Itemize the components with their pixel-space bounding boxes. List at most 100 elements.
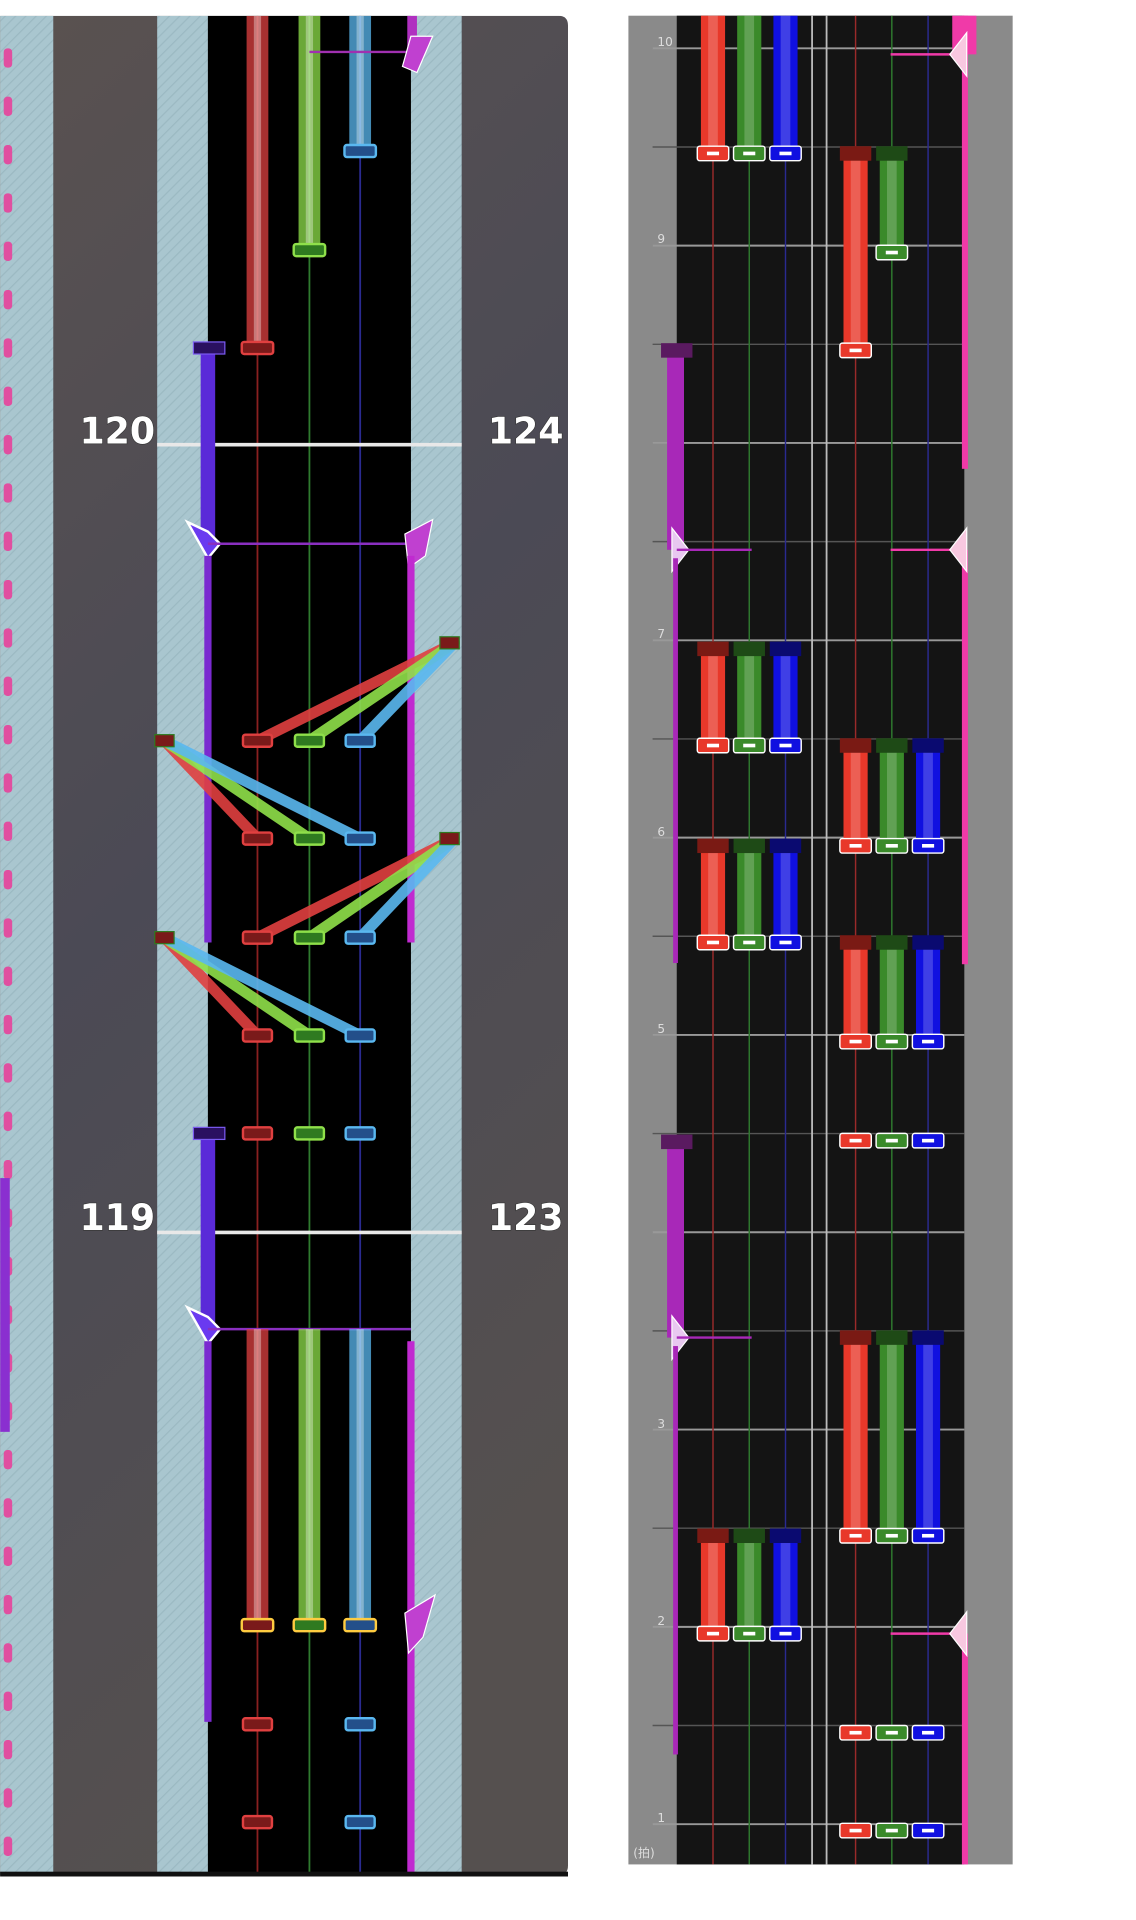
wall	[961, 15, 968, 469]
tap-mark	[922, 1533, 935, 1538]
hold-core	[708, 648, 718, 746]
hold-head	[912, 1330, 944, 1345]
tap-note	[241, 1028, 274, 1043]
lane-marker	[3, 1063, 13, 1083]
hold-core	[886, 942, 897, 1042]
hold-body	[246, 15, 269, 348]
lane-marker	[3, 966, 13, 986]
slide	[158, 932, 366, 1041]
beat-label: 7	[657, 627, 665, 641]
hold-body	[773, 845, 798, 943]
hold-head	[912, 738, 944, 753]
hold-core	[850, 1337, 861, 1536]
tap-mark	[849, 348, 862, 353]
wall	[673, 558, 678, 964]
tap-note	[344, 1717, 376, 1732]
hold-head	[733, 1528, 765, 1544]
hold-body	[773, 15, 798, 154]
tap-mark	[922, 1039, 935, 1044]
wall-head	[192, 1126, 226, 1141]
wall-arrow	[404, 1593, 437, 1655]
hold-body	[700, 845, 726, 943]
hold-core	[886, 1337, 897, 1536]
hold-head	[733, 641, 765, 657]
lane-marker	[3, 579, 13, 600]
lane-marker	[3, 869, 13, 890]
tap-note	[241, 1717, 274, 1732]
hold-head	[876, 1330, 908, 1345]
slide	[158, 735, 366, 845]
lane-marker	[3, 821, 13, 841]
wall-arrow	[401, 35, 434, 74]
tap-mark	[743, 940, 756, 945]
hold-head	[697, 1528, 729, 1544]
hold-core	[305, 15, 314, 251]
hold-body	[915, 745, 941, 846]
hold-body	[843, 942, 868, 1042]
slide-start	[154, 734, 175, 748]
lane-marker	[3, 96, 13, 116]
hold-body	[843, 1337, 868, 1536]
side-wall	[0, 1178, 10, 1432]
lane-marker	[3, 1788, 13, 1808]
lane-marker	[3, 1643, 13, 1663]
lane-marker	[3, 144, 13, 165]
tap-note	[344, 733, 376, 748]
lane-marker	[3, 1014, 13, 1035]
wall	[673, 1346, 678, 1755]
slide-start	[439, 636, 460, 650]
lane-marker	[3, 1159, 13, 1180]
hold-core	[356, 15, 364, 152]
beat-label: 9	[657, 232, 665, 246]
lane-marker	[3, 531, 13, 551]
hold-head	[912, 935, 944, 950]
hold-core	[780, 15, 791, 154]
lane-marker	[3, 1449, 13, 1470]
wall-arrow	[949, 30, 968, 78]
notes	[0, 15, 460, 1873]
hold-body	[349, 1329, 372, 1626]
tap-mark	[849, 1730, 862, 1735]
hold-head	[769, 641, 802, 657]
hold-head	[769, 1528, 802, 1544]
hold-core	[744, 15, 755, 154]
hold-body	[773, 648, 798, 746]
hold-body	[879, 153, 904, 253]
tap-note	[241, 930, 274, 945]
hold-core	[923, 1337, 933, 1536]
hold-head	[839, 1330, 872, 1345]
hold-body	[879, 745, 904, 846]
lane-marker	[3, 386, 13, 406]
beat-label: 10	[657, 35, 672, 49]
hold-core	[708, 15, 718, 154]
tap-note	[241, 733, 274, 748]
hold-head	[876, 146, 908, 161]
tap-note	[293, 733, 326, 748]
editor-view: 10 9 7 6 5 3 2 1 (拍)	[628, 15, 1013, 1865]
hold-end	[292, 242, 327, 258]
hold-head	[876, 935, 908, 950]
tap-note	[344, 930, 376, 945]
tap-mark	[779, 940, 792, 945]
hold-end	[292, 1617, 327, 1633]
hold-core	[780, 648, 791, 746]
tap-mark	[706, 151, 720, 156]
hold-body	[700, 15, 726, 154]
slide	[303, 637, 460, 747]
lane-marker	[3, 48, 13, 68]
tap-mark	[849, 844, 862, 848]
hold-core	[886, 153, 897, 253]
hold-head	[769, 838, 802, 854]
tap-mark	[885, 1828, 898, 1833]
hold-body	[879, 942, 904, 1042]
tap-mark	[779, 151, 792, 156]
hold-core	[708, 1535, 718, 1634]
tap-mark	[849, 1138, 862, 1143]
tap-mark	[885, 1533, 898, 1538]
tap-mark	[743, 743, 756, 748]
tap-note	[344, 1126, 376, 1141]
wall	[204, 555, 212, 943]
tap-note	[344, 1814, 376, 1830]
hold-core	[886, 745, 897, 846]
beat-label: 1	[657, 1811, 665, 1825]
